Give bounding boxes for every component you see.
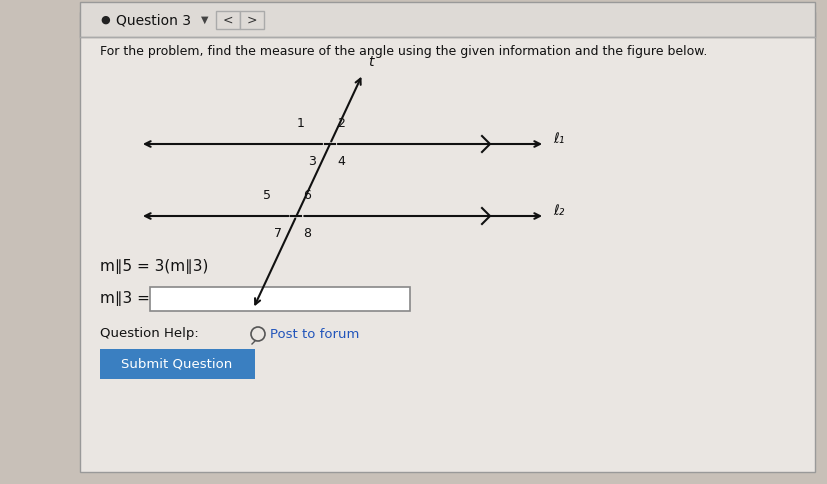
Text: ℓ₁: ℓ₁ bbox=[552, 132, 564, 146]
Text: m∥5 = 3(m∥3): m∥5 = 3(m∥3) bbox=[100, 258, 208, 273]
Text: >: > bbox=[246, 14, 257, 27]
Bar bbox=[150, 287, 409, 311]
Text: Question Help:: Question Help: bbox=[100, 328, 198, 341]
Text: ▼: ▼ bbox=[201, 15, 208, 25]
Text: 8: 8 bbox=[303, 227, 311, 240]
Text: ●: ● bbox=[100, 15, 110, 25]
Text: t: t bbox=[367, 55, 373, 69]
Bar bbox=[80, 12, 814, 472]
Bar bbox=[100, 349, 255, 379]
Bar bbox=[240, 11, 264, 29]
Text: 2: 2 bbox=[337, 117, 345, 130]
Bar bbox=[80, 2, 814, 37]
Text: Question 3: Question 3 bbox=[116, 13, 191, 27]
Text: Submit Question: Submit Question bbox=[122, 358, 232, 370]
Text: 5: 5 bbox=[263, 189, 271, 202]
Text: <: < bbox=[222, 14, 233, 27]
Text: m∥3 =: m∥3 = bbox=[100, 291, 150, 306]
Text: ℓ₂: ℓ₂ bbox=[552, 204, 564, 218]
Bar bbox=[216, 11, 240, 29]
Text: 7: 7 bbox=[274, 227, 282, 240]
Text: 4: 4 bbox=[337, 155, 345, 168]
Text: For the problem, find the measure of the angle using the given information and t: For the problem, find the measure of the… bbox=[100, 45, 706, 58]
Text: Post to forum: Post to forum bbox=[270, 328, 359, 341]
Text: 3: 3 bbox=[308, 155, 316, 168]
Text: 6: 6 bbox=[303, 189, 311, 202]
Text: 1: 1 bbox=[297, 117, 304, 130]
